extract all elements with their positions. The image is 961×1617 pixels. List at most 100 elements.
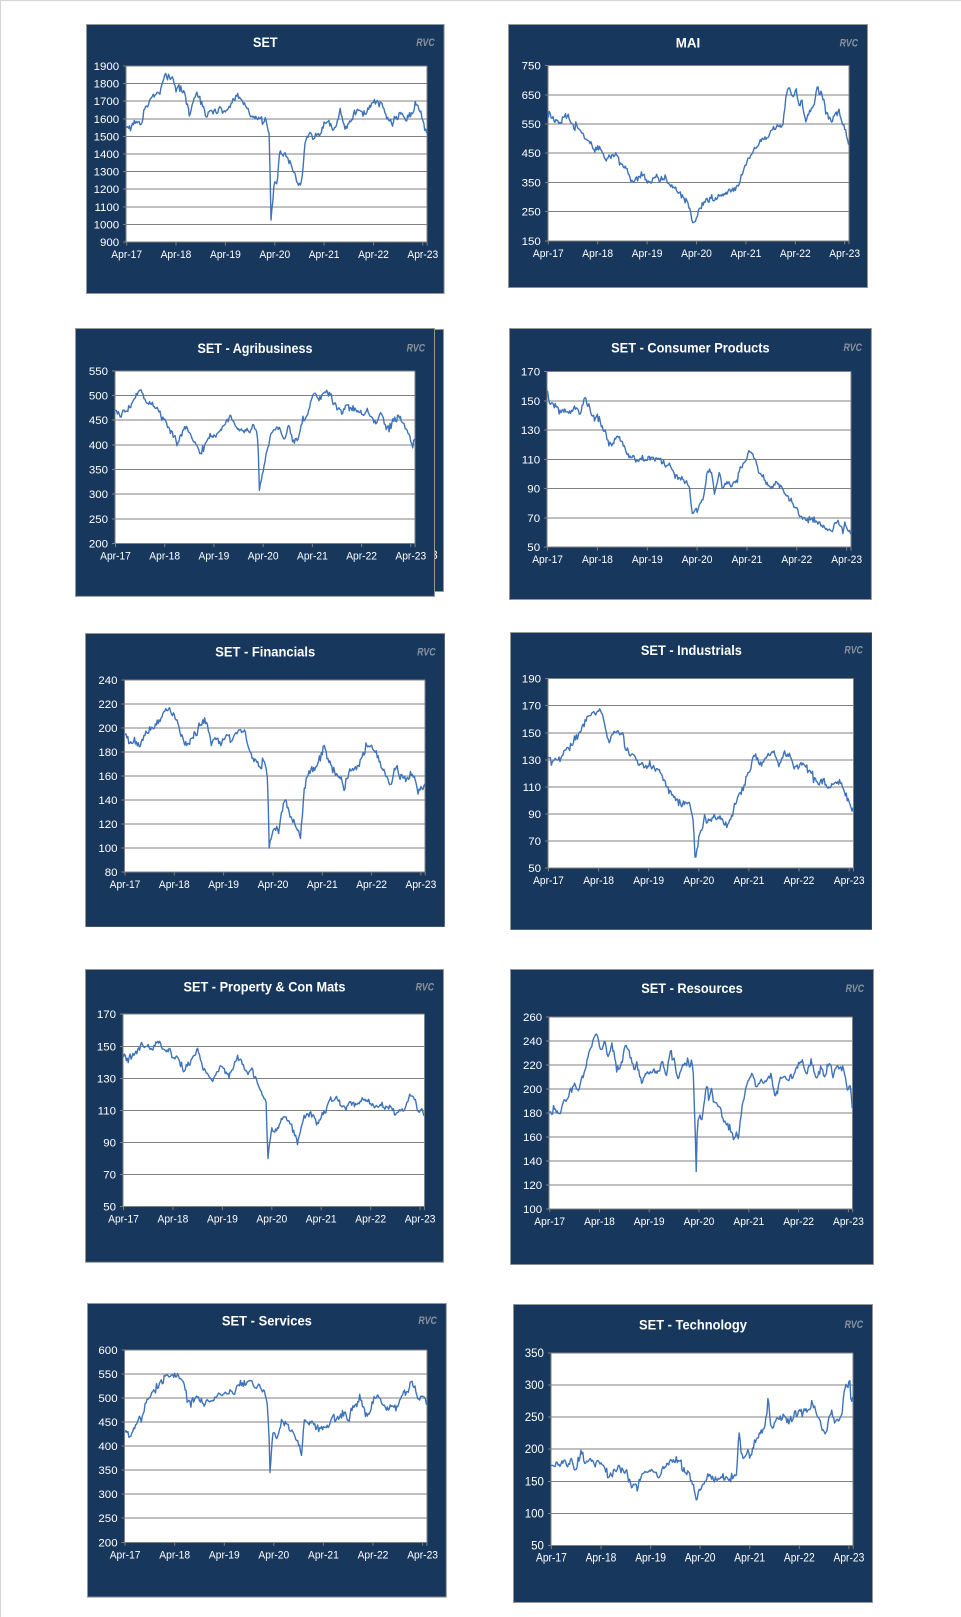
svg-text:Apr-23: Apr-23 xyxy=(834,1553,865,1565)
svg-text:SET - Resources: SET - Resources xyxy=(641,980,743,996)
svg-text:Apr-20: Apr-20 xyxy=(683,875,714,887)
svg-text:120: 120 xyxy=(98,818,117,830)
svg-text:150: 150 xyxy=(522,728,541,740)
svg-text:Apr-19: Apr-19 xyxy=(207,1214,238,1226)
svg-text:Apr-23: Apr-23 xyxy=(405,1214,436,1226)
svg-text:200: 200 xyxy=(89,539,108,551)
svg-text:70: 70 xyxy=(528,836,541,848)
svg-text:Apr-23: Apr-23 xyxy=(408,249,439,261)
svg-text:300: 300 xyxy=(525,1380,544,1392)
svg-text:200: 200 xyxy=(98,1537,117,1549)
svg-text:450: 450 xyxy=(522,148,541,160)
svg-text:RVC: RVC xyxy=(845,1319,864,1331)
svg-text:240: 240 xyxy=(523,1036,542,1048)
svg-text:250: 250 xyxy=(525,1412,544,1424)
svg-text:Apr-23: Apr-23 xyxy=(833,1216,864,1228)
svg-text:Apr-17: Apr-17 xyxy=(536,1553,567,1565)
svg-text:180: 180 xyxy=(98,746,117,758)
svg-text:220: 220 xyxy=(523,1060,542,1072)
svg-text:450: 450 xyxy=(89,415,108,427)
svg-text:Apr-22: Apr-22 xyxy=(784,1553,815,1565)
svg-text:Apr-17: Apr-17 xyxy=(108,1214,139,1226)
svg-text:500: 500 xyxy=(89,391,108,403)
svg-text:50: 50 xyxy=(527,542,540,554)
svg-text:70: 70 xyxy=(104,1169,117,1181)
svg-text:Apr-19: Apr-19 xyxy=(632,248,663,260)
svg-text:Apr-18: Apr-18 xyxy=(582,554,613,566)
svg-text:400: 400 xyxy=(89,440,108,452)
svg-text:130: 130 xyxy=(522,755,541,767)
svg-text:Apr-20: Apr-20 xyxy=(257,879,288,891)
svg-text:SET - Industrials: SET - Industrials xyxy=(641,642,742,658)
svg-text:1600: 1600 xyxy=(94,114,120,126)
svg-text:250: 250 xyxy=(98,1513,117,1525)
svg-text:Apr-23: Apr-23 xyxy=(833,875,864,887)
svg-text:MAI: MAI xyxy=(676,34,700,50)
svg-text:Apr-20: Apr-20 xyxy=(683,1216,714,1228)
svg-text:90: 90 xyxy=(528,809,541,821)
svg-text:260: 260 xyxy=(523,1012,542,1024)
svg-text:350: 350 xyxy=(525,1348,544,1360)
svg-text:Apr-23: Apr-23 xyxy=(405,879,436,891)
svg-text:150: 150 xyxy=(522,236,541,248)
svg-text:Apr-22: Apr-22 xyxy=(783,875,814,887)
svg-text:Apr-20: Apr-20 xyxy=(685,1553,716,1565)
svg-text:Apr-21: Apr-21 xyxy=(297,551,328,563)
svg-text:100: 100 xyxy=(523,1204,542,1216)
svg-text:350: 350 xyxy=(98,1465,117,1477)
svg-text:SET - Property & Con Mats: SET - Property & Con Mats xyxy=(184,978,346,994)
svg-text:130: 130 xyxy=(521,425,540,437)
svg-text:550: 550 xyxy=(522,119,541,131)
svg-text:RVC: RVC xyxy=(845,983,864,995)
svg-text:1000: 1000 xyxy=(94,219,120,231)
svg-text:130: 130 xyxy=(97,1073,116,1085)
svg-text:Apr-18: Apr-18 xyxy=(582,248,613,260)
svg-text:Apr-19: Apr-19 xyxy=(633,1216,664,1228)
svg-text:110: 110 xyxy=(522,782,540,794)
svg-text:90: 90 xyxy=(527,484,540,496)
svg-text:SET: SET xyxy=(253,34,278,50)
svg-text:650: 650 xyxy=(522,90,541,102)
svg-text:450: 450 xyxy=(98,1417,117,1429)
svg-text:Apr-21: Apr-21 xyxy=(730,248,761,260)
svg-text:Apr-17: Apr-17 xyxy=(533,875,564,887)
svg-text:Apr-22: Apr-22 xyxy=(357,1549,388,1561)
svg-text:110: 110 xyxy=(98,1105,116,1117)
svg-text:RVC: RVC xyxy=(417,646,436,658)
svg-text:350: 350 xyxy=(522,177,541,189)
svg-text:Apr-17: Apr-17 xyxy=(534,1216,565,1228)
svg-text:200: 200 xyxy=(525,1444,544,1456)
svg-text:50: 50 xyxy=(104,1202,117,1214)
svg-text:350: 350 xyxy=(89,465,108,477)
svg-text:250: 250 xyxy=(89,514,108,526)
svg-text:Apr-20: Apr-20 xyxy=(247,551,278,563)
svg-text:150: 150 xyxy=(97,1041,116,1053)
svg-text:RVC: RVC xyxy=(418,1315,437,1327)
svg-text:Apr-19: Apr-19 xyxy=(632,554,663,566)
svg-text:200: 200 xyxy=(98,722,117,734)
svg-text:Apr-19: Apr-19 xyxy=(198,551,229,563)
svg-text:100: 100 xyxy=(98,843,117,855)
svg-text:RVC: RVC xyxy=(416,981,435,993)
svg-text:250: 250 xyxy=(522,206,541,218)
svg-text:180: 180 xyxy=(523,1108,542,1120)
svg-text:550: 550 xyxy=(98,1369,117,1381)
svg-text:Apr-19: Apr-19 xyxy=(210,249,241,261)
svg-text:1100: 1100 xyxy=(95,202,120,214)
svg-text:1900: 1900 xyxy=(94,61,120,73)
svg-text:Apr-17: Apr-17 xyxy=(110,1549,141,1561)
svg-text:SET - Agribusiness: SET - Agribusiness xyxy=(197,340,312,356)
svg-text:240: 240 xyxy=(98,674,117,686)
svg-text:90: 90 xyxy=(104,1137,117,1149)
svg-text:400: 400 xyxy=(98,1441,117,1453)
svg-text:Apr-22: Apr-22 xyxy=(346,551,377,563)
svg-text:Apr-19: Apr-19 xyxy=(633,875,664,887)
svg-text:120: 120 xyxy=(523,1180,542,1192)
svg-text:SET - Services: SET - Services xyxy=(222,1312,312,1328)
svg-text:SET - Technology: SET - Technology xyxy=(639,1316,747,1332)
svg-text:Apr-17: Apr-17 xyxy=(109,879,140,891)
svg-text:190: 190 xyxy=(522,674,541,686)
svg-text:1400: 1400 xyxy=(94,149,120,161)
svg-text:Apr-21: Apr-21 xyxy=(306,1214,337,1226)
svg-text:140: 140 xyxy=(523,1156,542,1168)
